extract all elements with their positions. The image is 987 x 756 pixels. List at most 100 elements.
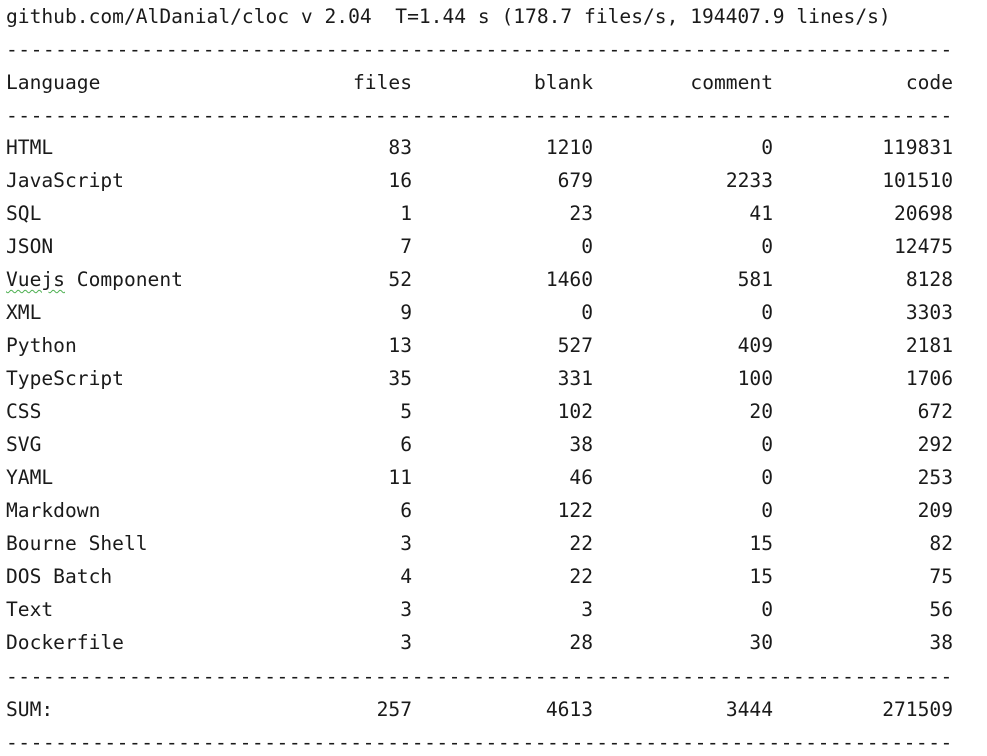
cell-files: 52 [388, 268, 412, 291]
cell-comment: 581 [737, 268, 773, 291]
cell-files: 6 [400, 499, 412, 522]
separator-top: ----------------------------------------… [6, 38, 953, 61]
table-row: SQL 1 23 41 20698 [6, 197, 953, 230]
cell-files: 9 [400, 301, 412, 324]
cell-files: 5 [400, 400, 412, 423]
cell-blank: 3 [581, 598, 593, 621]
cell-comment: 41 [749, 202, 773, 225]
table-row: CSS 5 102 20 672 [6, 395, 953, 428]
cell-code: 12475 [894, 235, 953, 258]
cell-blank: 102 [557, 400, 593, 423]
table-row: TypeScript 35 331 100 1706 [6, 362, 953, 395]
cell-files: 7 [400, 235, 412, 258]
table-row: Text 3 3 0 56 [6, 593, 953, 626]
cell-blank: 28 [569, 631, 593, 654]
cell-code: 75 [929, 565, 953, 588]
cell-language: DOS Batch [6, 565, 113, 588]
sum-comment: 3444 [725, 698, 773, 721]
cell-code: 20698 [894, 202, 953, 225]
cell-comment: 15 [749, 565, 773, 588]
cell-blank: 22 [569, 532, 593, 555]
separator-bottom: ----------------------------------------… [6, 731, 953, 754]
cell-language: YAML [6, 466, 54, 489]
separator-sum: ----------------------------------------… [6, 665, 953, 688]
cell-code: 82 [929, 532, 953, 555]
cell-blank: 331 [557, 367, 593, 390]
cell-comment: 15 [749, 532, 773, 555]
cell-blank: 0 [581, 301, 593, 324]
cell-code: 1706 [905, 367, 953, 390]
cell-comment: 30 [749, 631, 773, 654]
cell-blank: 1460 [545, 268, 593, 291]
cell-code: 253 [917, 466, 953, 489]
cell-comment: 20 [749, 400, 773, 423]
cell-files: 11 [388, 466, 412, 489]
cell-language: TypeScript [6, 367, 124, 390]
cell-blank: 679 [557, 169, 593, 192]
table-row: Dockerfile 3 28 30 38 [6, 626, 953, 659]
cell-language: Text [6, 598, 54, 621]
cell-language: SVG [6, 433, 42, 456]
cell-blank: 1210 [545, 136, 593, 159]
table-row: Vuejs Component 52 1460 581 8128 [6, 263, 953, 296]
cell-comment: 2233 [725, 169, 773, 192]
cell-code: 3303 [905, 301, 953, 324]
table-row: Python 13 527 409 2181 [6, 329, 953, 362]
cell-code: 292 [917, 433, 953, 456]
cell-language: XML [6, 301, 42, 324]
cell-language: CSS [6, 400, 42, 423]
cell-files: 4 [400, 565, 412, 588]
table-row: SVG 6 38 0 292 [6, 428, 953, 461]
cell-files: 3 [400, 598, 412, 621]
table-row: XML 9 0 0 3303 [6, 296, 953, 329]
cell-files: 83 [388, 136, 412, 159]
cell-comment: 0 [761, 136, 773, 159]
cell-files: 13 [388, 334, 412, 357]
cell-blank: 46 [569, 466, 593, 489]
column-header-language: Language [6, 71, 101, 94]
separator-header: ----------------------------------------… [6, 104, 953, 127]
cell-code: 101510 [882, 169, 953, 192]
cell-files: 1 [400, 202, 412, 225]
cell-files: 6 [400, 433, 412, 456]
cell-code: 2181 [905, 334, 953, 357]
column-header-blank: blank [534, 71, 593, 94]
column-header-code: code [905, 71, 953, 94]
cell-language: SQL [6, 202, 42, 225]
cell-blank: 23 [569, 202, 593, 225]
cell-comment: 0 [761, 235, 773, 258]
cell-code: 38 [929, 631, 953, 654]
cell-language: JSON [6, 235, 54, 258]
cell-language: Python [6, 334, 77, 357]
cell-language: Markdown [6, 499, 101, 522]
cell-language: Bourne Shell [6, 532, 148, 555]
cell-files: 35 [388, 367, 412, 390]
sum-files: 257 [376, 698, 412, 721]
cell-comment: 0 [761, 499, 773, 522]
cell-blank: 527 [557, 334, 593, 357]
cell-code: 8128 [905, 268, 953, 291]
cell-language: Vuejs Component [6, 268, 183, 291]
cell-language: Dockerfile [6, 631, 124, 654]
table-row: HTML 83 1210 0 119831 [6, 131, 953, 164]
table-row: Bourne Shell 3 22 15 82 [6, 527, 953, 560]
cell-files: 16 [388, 169, 412, 192]
cell-code: 119831 [882, 136, 953, 159]
table-row: DOS Batch 4 22 15 75 [6, 560, 953, 593]
cell-code: 209 [917, 499, 953, 522]
cell-comment: 0 [761, 598, 773, 621]
cell-comment: 0 [761, 433, 773, 456]
cell-language: JavaScript [6, 169, 124, 192]
cell-blank: 38 [569, 433, 593, 456]
table-row: JSON 7 0 0 12475 [6, 230, 953, 263]
table-row: Markdown 6 122 0 209 [6, 494, 953, 527]
cell-comment: 409 [737, 334, 773, 357]
sum-row: SUM: 257 4613 3444 271509 [6, 693, 953, 726]
cell-language: HTML [6, 136, 54, 159]
column-header-comment: comment [690, 71, 773, 94]
cell-blank: 22 [569, 565, 593, 588]
cell-comment: 0 [761, 301, 773, 324]
table-row: JavaScript 16 679 2233 101510 [6, 164, 953, 197]
column-header-files: files [353, 71, 412, 94]
cell-code: 672 [917, 400, 953, 423]
